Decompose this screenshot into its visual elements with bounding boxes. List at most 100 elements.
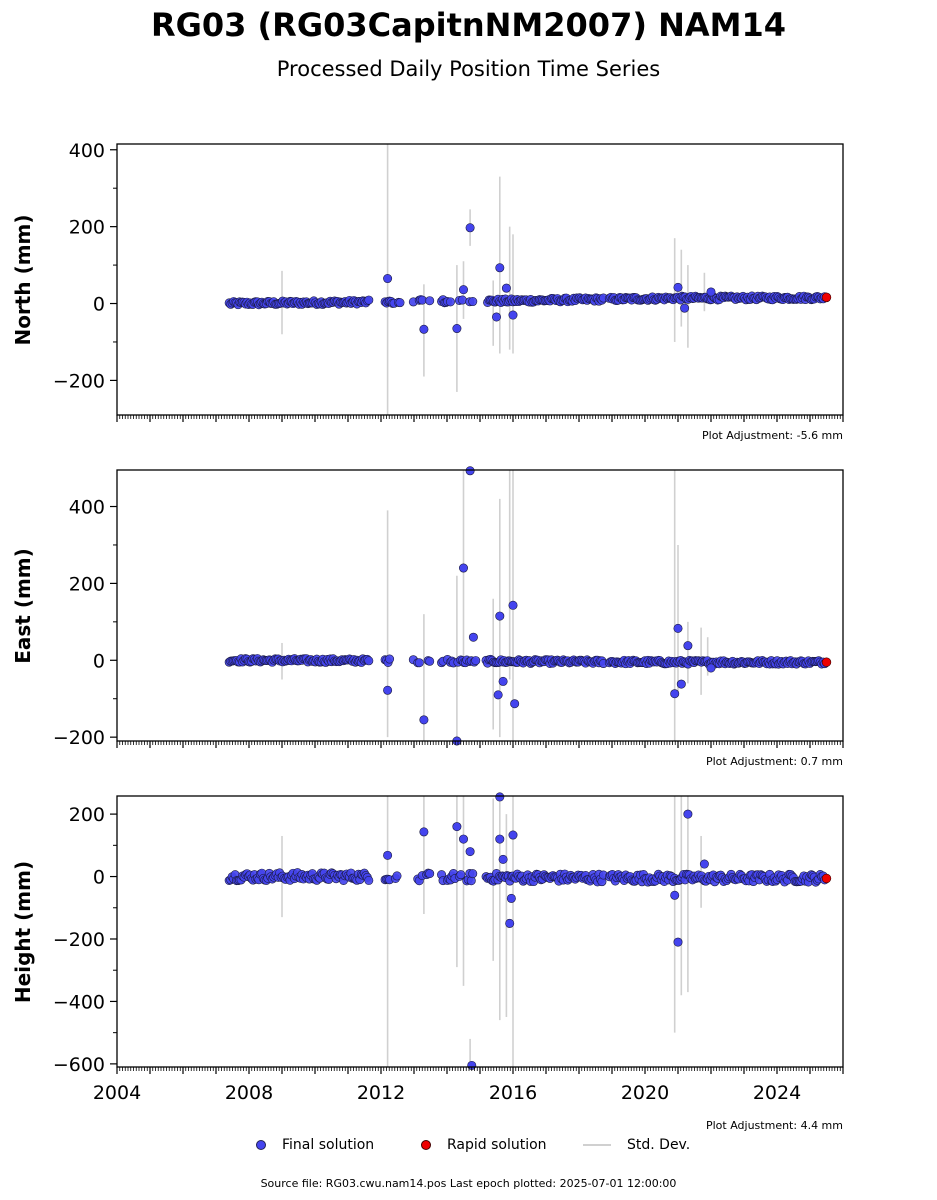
final-solution-outlier bbox=[508, 310, 518, 320]
rapid-solution-marker-icon bbox=[421, 1140, 431, 1150]
final-solution-outlier bbox=[458, 285, 468, 295]
rapid-solution-point bbox=[821, 657, 832, 667]
x-tick-label: 2012 bbox=[357, 1082, 405, 1104]
final-solution-outlier bbox=[495, 263, 505, 273]
final-solution-outlier bbox=[706, 287, 716, 297]
y-tick-label: −200 bbox=[53, 727, 105, 749]
final-solution-point bbox=[425, 656, 435, 666]
legend-final-label: Final solution bbox=[282, 1137, 375, 1153]
y-axis-label: East (mm) bbox=[11, 548, 35, 664]
final-solution-outlier bbox=[676, 679, 686, 689]
legend-std-label: Std. Dev. bbox=[627, 1137, 691, 1153]
y-axis-label: Height (mm) bbox=[11, 861, 35, 1003]
final-solution-point bbox=[425, 869, 435, 879]
final-solution-outlier bbox=[699, 859, 709, 869]
legend-final: Final solution bbox=[256, 1137, 374, 1153]
final-solution-outlier bbox=[493, 690, 503, 700]
final-solution-outlier bbox=[383, 685, 393, 695]
y-tick-label: −400 bbox=[53, 991, 105, 1013]
final-solution-outlier bbox=[419, 715, 429, 725]
plot-frame bbox=[116, 143, 844, 416]
y-tick-label: 200 bbox=[69, 217, 105, 239]
x-tick-label: 2024 bbox=[753, 1082, 801, 1104]
y-tick-label: 0 bbox=[93, 650, 105, 672]
final-solution-outlier bbox=[458, 563, 468, 573]
final-solution-outlier bbox=[673, 623, 683, 633]
final-solution-outlier bbox=[683, 809, 693, 819]
final-solution-point bbox=[417, 295, 427, 305]
final-solution-point bbox=[385, 654, 395, 664]
final-solution-outlier bbox=[506, 893, 516, 903]
final-solution-outlier bbox=[501, 283, 511, 293]
final-solution-outlier bbox=[465, 847, 475, 857]
final-solution-outlier bbox=[495, 834, 505, 844]
final-solution-outlier bbox=[505, 918, 515, 928]
final-solution-point bbox=[468, 869, 478, 879]
final-solution-outlier bbox=[508, 830, 518, 840]
plot-frame bbox=[116, 469, 844, 742]
final-solution-outlier bbox=[465, 223, 475, 233]
final-solution-outlier bbox=[468, 632, 478, 642]
final-solution-point bbox=[414, 658, 424, 668]
final-solution-point bbox=[456, 870, 466, 880]
final-solution-point bbox=[395, 298, 405, 308]
height-plot-adjustment: Plot Adjustment: 4.4 mm bbox=[705, 1119, 843, 1132]
final-solution-point bbox=[457, 295, 467, 305]
final-solution-outlier bbox=[465, 466, 475, 476]
legend: Final solution Rapid solution Std. Dev. bbox=[0, 1137, 937, 1159]
final-solution-point bbox=[364, 295, 374, 305]
y-tick-label: 200 bbox=[69, 573, 105, 595]
y-tick-label: 400 bbox=[69, 140, 105, 162]
final-solution-outlier bbox=[452, 324, 462, 334]
final-solution-outlier bbox=[670, 890, 680, 900]
final-solution-outlier bbox=[498, 676, 508, 686]
rapid-solution-point bbox=[821, 292, 832, 303]
x-tick-label: 2016 bbox=[489, 1082, 537, 1104]
rapid-solution-point bbox=[821, 873, 832, 884]
final-solution-outlier bbox=[680, 303, 690, 313]
y-tick-label: −600 bbox=[53, 1054, 105, 1076]
final-solution-outlier bbox=[673, 282, 683, 292]
final-solution-point bbox=[364, 656, 374, 666]
final-solution-point bbox=[392, 871, 402, 881]
final-solution-point bbox=[468, 297, 478, 307]
east-plot-adjustment: Plot Adjustment: 0.7 mm bbox=[705, 755, 843, 768]
y-axis-label: North (mm) bbox=[11, 214, 35, 345]
final-solution-outlier bbox=[508, 600, 518, 610]
legend-std: Std. Dev. bbox=[583, 1137, 690, 1153]
chart-title: RG03 (RG03CapitnNM2007) NAM14 bbox=[150, 6, 787, 44]
y-tick-label: 0 bbox=[93, 294, 105, 316]
legend-rapid: Rapid solution bbox=[421, 1137, 547, 1153]
y-tick-label: −200 bbox=[53, 929, 105, 951]
final-solution-point bbox=[425, 296, 435, 306]
final-solution-outlier bbox=[458, 834, 468, 844]
final-solution-outlier bbox=[498, 854, 508, 864]
plot-frame bbox=[116, 795, 844, 1068]
y-tick-label: 0 bbox=[93, 867, 105, 889]
y-tick-label: 200 bbox=[69, 804, 105, 826]
final-solution-outlier bbox=[495, 792, 505, 802]
final-solution-outlier bbox=[670, 689, 680, 699]
final-solution-outlier bbox=[419, 324, 429, 334]
x-tick-label: 2020 bbox=[621, 1082, 669, 1104]
source-note: Source file: RG03.cwu.nam14.pos Last epo… bbox=[260, 1177, 677, 1190]
final-solution-outlier bbox=[683, 641, 693, 651]
y-tick-label: −200 bbox=[53, 370, 105, 392]
x-tick-label: 2008 bbox=[225, 1082, 273, 1104]
x-tick-label: 2004 bbox=[93, 1082, 141, 1104]
final-solution-point bbox=[445, 297, 455, 307]
final-solution-outlier bbox=[419, 827, 429, 837]
north-plot-adjustment: Plot Adjustment: -5.6 mm bbox=[702, 429, 843, 442]
chart-subtitle: Processed Daily Position Time Series bbox=[276, 57, 661, 81]
final-solution-marker-icon bbox=[256, 1140, 266, 1150]
final-solution-point bbox=[471, 656, 481, 666]
final-solution-point bbox=[364, 875, 374, 885]
legend-rapid-label: Rapid solution bbox=[447, 1137, 547, 1153]
final-solution-outlier bbox=[383, 850, 393, 860]
y-tick-label: 400 bbox=[69, 497, 105, 519]
final-solution-outlier bbox=[452, 822, 462, 832]
std-dev-line-icon bbox=[583, 1144, 611, 1146]
final-solution-outlier bbox=[673, 937, 683, 947]
final-solution-outlier bbox=[706, 663, 716, 673]
